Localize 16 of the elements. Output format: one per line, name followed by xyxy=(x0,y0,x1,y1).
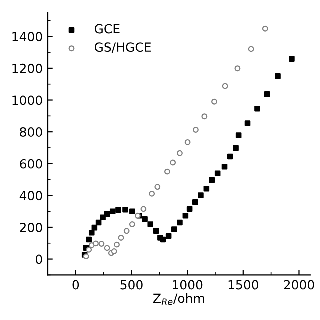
legend-label: GCE xyxy=(94,24,120,34)
x-tick-label: 2000 xyxy=(284,280,314,290)
y-tick-label: 0 xyxy=(36,254,42,264)
x-tick-label: 1500 xyxy=(228,280,258,290)
y-tick-label: 1200 xyxy=(12,64,42,74)
y-tick-label: 1000 xyxy=(12,96,42,106)
y-tick-label: 800 xyxy=(20,128,42,137)
x-axis-title: Z$_{Re}$/ohm xyxy=(154,294,204,306)
y-tick-label: 600 xyxy=(20,159,42,169)
y-tick-label: 1400 xyxy=(12,32,42,42)
x-tick-label: 500 xyxy=(120,280,143,290)
x-tick-label: 1000 xyxy=(173,280,203,290)
x-tick-label: 0 xyxy=(72,280,80,290)
y-tick-label: 200 xyxy=(20,222,42,232)
legend-label: GS/HGCE xyxy=(94,42,151,54)
y-tick-label: 400 xyxy=(20,191,42,201)
